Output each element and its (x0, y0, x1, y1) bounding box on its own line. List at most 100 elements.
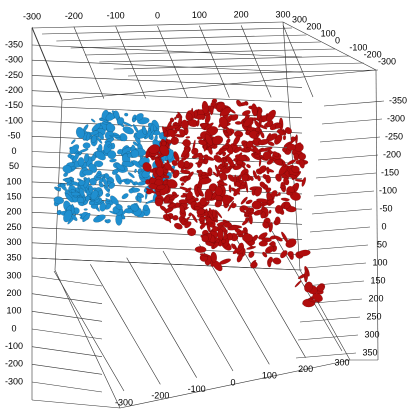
tick-label: 200 (6, 288, 21, 298)
blob (232, 164, 243, 171)
blob (174, 202, 181, 208)
blob (246, 164, 251, 169)
blob (173, 222, 183, 230)
blob (234, 154, 247, 162)
blob (116, 117, 125, 126)
blob (132, 141, 139, 147)
blob (256, 107, 263, 121)
blob (156, 166, 164, 177)
grid-line (31, 242, 303, 256)
grid-line (113, 62, 364, 70)
blob (206, 221, 214, 225)
blob (312, 292, 323, 302)
grid-line (90, 264, 161, 385)
blob (99, 117, 109, 123)
tick-label: 350 (362, 347, 377, 357)
grid-line (240, 25, 272, 98)
blob (191, 213, 198, 224)
isosurfaces (53, 98, 326, 308)
grid-line (126, 257, 197, 378)
tick-label: -200 (383, 149, 401, 159)
blob (252, 170, 258, 180)
blob (259, 181, 266, 188)
blob (214, 209, 223, 219)
blob (236, 252, 244, 263)
blob (62, 164, 72, 174)
blob (132, 160, 142, 169)
tick-label: -300 (387, 113, 405, 123)
grid-line (31, 381, 103, 393)
blob (163, 196, 170, 204)
blob (115, 163, 126, 171)
tick-label: 200 (234, 10, 249, 20)
blob (113, 110, 120, 120)
blob (90, 190, 99, 200)
blob (78, 148, 89, 153)
blob (168, 202, 176, 208)
blob (64, 193, 74, 203)
blob (256, 133, 260, 137)
blob (89, 130, 99, 136)
blob (63, 209, 73, 223)
blob (185, 112, 193, 121)
grid-line (309, 226, 371, 233)
blob (257, 138, 270, 146)
blob (262, 251, 268, 258)
tick-label: -200 (151, 391, 169, 401)
blob (85, 195, 91, 202)
blob (254, 186, 263, 197)
blob (303, 269, 309, 283)
blob (259, 154, 264, 158)
blob (232, 134, 241, 146)
blob (95, 150, 106, 161)
tick-label: 100 (321, 28, 336, 38)
blob (178, 199, 189, 205)
blob (167, 124, 180, 130)
blob (75, 126, 85, 139)
blob (148, 129, 155, 140)
tick-label: -350 (389, 95, 407, 105)
blob (105, 198, 110, 203)
grid-line (162, 250, 234, 372)
blob (199, 197, 208, 206)
blob (105, 192, 111, 198)
blob (121, 193, 129, 200)
blob (78, 179, 86, 186)
blob (282, 160, 286, 167)
grid-line (84, 48, 336, 56)
blob (262, 151, 272, 160)
blob (184, 221, 192, 229)
tick-label: -350 (5, 39, 23, 49)
blob (248, 213, 253, 225)
grid-line (31, 293, 103, 304)
blob (188, 212, 193, 217)
blob (294, 280, 302, 288)
tick-label: 300 (6, 237, 21, 247)
blob (64, 178, 71, 183)
blob (241, 181, 247, 186)
blob (204, 188, 213, 202)
blob (261, 204, 265, 210)
blob (198, 169, 203, 176)
grid-line (31, 26, 63, 100)
tick-label: 300 (292, 14, 307, 24)
blob (163, 172, 168, 176)
blob (203, 122, 214, 131)
tick-label: 0 (155, 10, 160, 20)
blob (285, 238, 297, 248)
blob (184, 216, 191, 222)
blob (213, 241, 219, 249)
axis-labels: -300 -200 -100 0 100 200 300 3002001000-100-200… (5, 9, 407, 407)
grid-line (307, 244, 369, 251)
blob (83, 153, 90, 163)
blob (254, 120, 261, 129)
blob (136, 192, 145, 198)
blob (167, 129, 176, 138)
blob (108, 182, 116, 189)
grid-line (31, 59, 303, 73)
blob (275, 173, 282, 182)
blob (85, 132, 91, 142)
blob (127, 172, 135, 179)
grid-line (323, 100, 385, 107)
